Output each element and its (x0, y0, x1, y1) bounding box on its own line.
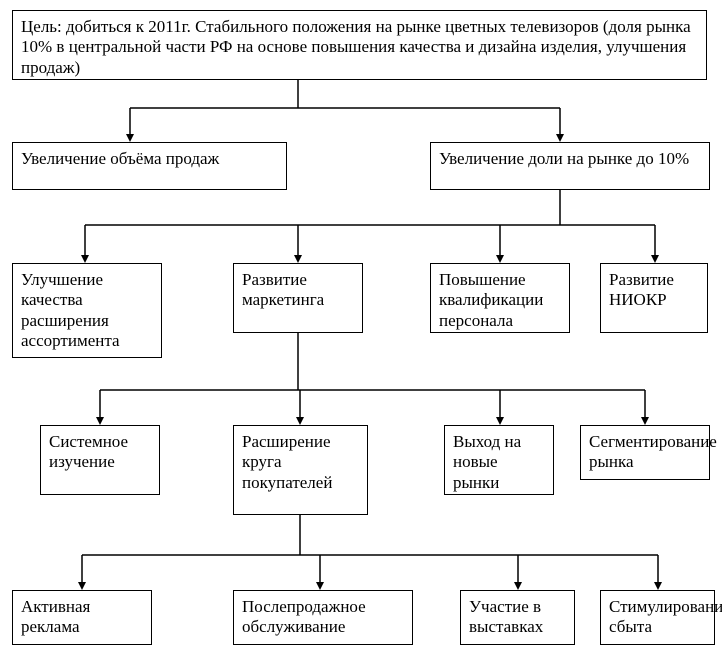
node-l4b: Послепродажное обслуживание (233, 590, 413, 645)
node-l4a: Активная реклама (12, 590, 152, 645)
node-l2c: Повышение квалификации персонала (430, 263, 570, 333)
node-l3b: Расширение круга покупателей (233, 425, 368, 515)
node-l2d: Развитие НИОКР (600, 263, 708, 333)
node-l2b: Развитие маркетинга (233, 263, 363, 333)
node-l2a: Улучшение качества расширения ассортимен… (12, 263, 162, 358)
node-root: Цель: добиться к 2011г. Стабильного поло… (12, 10, 707, 80)
node-l3c: Выход на новые рынки (444, 425, 554, 495)
node-l4d: Стимулирование сбыта (600, 590, 715, 645)
node-l4c: Участие в выставках (460, 590, 575, 645)
node-l3d: Сегментирование рынка (580, 425, 710, 480)
node-l1a: Увеличение объёма продаж (12, 142, 287, 190)
node-l1b: Увеличение доли на рынке до 10% (430, 142, 710, 190)
node-l3a: Системное изучение (40, 425, 160, 495)
